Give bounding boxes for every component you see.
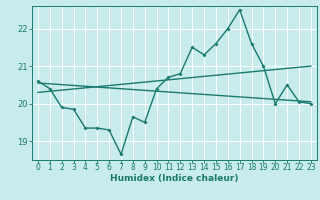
X-axis label: Humidex (Indice chaleur): Humidex (Indice chaleur) bbox=[110, 174, 239, 183]
